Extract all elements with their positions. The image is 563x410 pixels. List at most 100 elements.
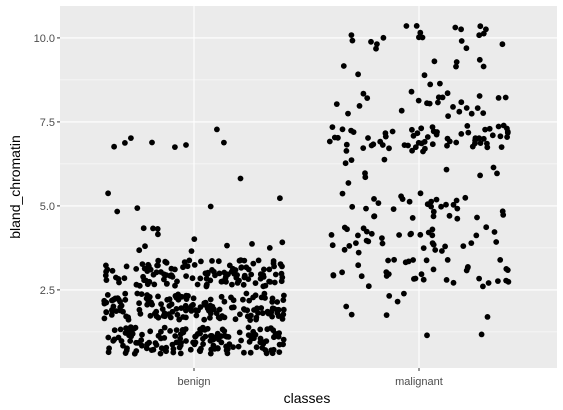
data-point [141, 277, 148, 284]
data-point [468, 110, 475, 117]
data-point [253, 344, 260, 351]
data-point [160, 313, 167, 319]
data-point [339, 269, 345, 276]
plot-panel [60, 6, 557, 368]
data-point [139, 261, 146, 267]
data-point [243, 290, 250, 297]
data-point [476, 135, 482, 142]
data-point [494, 170, 500, 177]
x-axis-title: classes [284, 390, 331, 406]
data-point [484, 314, 491, 320]
data-point [146, 294, 153, 300]
data-point [418, 125, 425, 132]
data-point [423, 257, 430, 264]
data-point [476, 32, 483, 39]
data-point [112, 295, 119, 302]
data-point [235, 343, 242, 350]
data-point [207, 277, 214, 284]
y-axis-ticks: 2.5 5.0 7.5 10.0 [34, 33, 60, 297]
data-point [345, 180, 352, 186]
data-point [474, 105, 481, 111]
data-point [277, 261, 284, 267]
data-point [140, 225, 147, 232]
data-point [247, 349, 254, 356]
data-point [190, 295, 197, 302]
data-point [168, 272, 175, 279]
data-point [280, 311, 287, 318]
data-point [274, 299, 281, 305]
data-point [458, 38, 465, 44]
data-point [158, 345, 165, 352]
data-point [258, 305, 265, 311]
data-point [411, 276, 417, 282]
data-point [417, 231, 424, 238]
data-point [193, 312, 200, 319]
data-point [173, 294, 180, 301]
data-point [123, 263, 130, 270]
data-point [117, 326, 124, 333]
data-point [245, 324, 252, 331]
data-point [358, 273, 365, 280]
data-point [106, 345, 112, 352]
data-point [383, 273, 390, 279]
data-point [421, 72, 428, 79]
data-point [200, 341, 207, 347]
data-point [505, 278, 512, 285]
data-point [114, 208, 121, 215]
data-point [394, 298, 401, 305]
data-point [407, 231, 414, 238]
data-point [197, 348, 204, 355]
data-point [144, 301, 151, 308]
data-point [250, 294, 256, 301]
data-point [453, 59, 460, 65]
data-point [161, 324, 168, 331]
data-points [101, 23, 512, 357]
data-point [145, 261, 152, 268]
data-point [122, 330, 129, 336]
data-point [484, 140, 490, 147]
data-point [153, 313, 160, 320]
data-point [365, 135, 371, 141]
data-point [236, 329, 243, 336]
y-tick-label: 2.5 [40, 285, 55, 297]
data-point [121, 275, 128, 282]
data-point [371, 196, 377, 202]
data-point [208, 346, 215, 353]
data-point [180, 264, 186, 271]
data-point [204, 281, 210, 288]
y-tick-label: 10.0 [34, 33, 55, 45]
data-point [146, 339, 153, 346]
data-point [172, 266, 178, 273]
data-point [280, 341, 286, 348]
data-point [432, 247, 439, 253]
y-tick-label: 7.5 [40, 117, 55, 129]
data-point [453, 63, 459, 70]
data-point [248, 271, 255, 278]
data-point [105, 334, 112, 341]
data-point [113, 308, 120, 314]
data-point [437, 80, 443, 87]
data-point [216, 306, 223, 313]
data-point [343, 141, 350, 148]
data-point [123, 325, 129, 332]
data-point [228, 304, 235, 311]
data-point [477, 23, 484, 30]
data-point [454, 205, 461, 212]
data-point [409, 126, 415, 133]
data-point [473, 232, 480, 239]
data-point [385, 257, 391, 264]
data-point [424, 100, 430, 107]
data-point [444, 257, 451, 263]
data-point [360, 90, 367, 97]
data-point [263, 350, 270, 357]
data-point [480, 30, 487, 37]
data-point [495, 123, 502, 130]
data-point [502, 94, 509, 101]
data-point [390, 206, 397, 213]
data-point [122, 296, 129, 303]
data-point [389, 128, 396, 135]
data-point [173, 306, 180, 312]
data-point [365, 238, 372, 245]
data-point [245, 276, 252, 282]
data-point [113, 274, 119, 281]
